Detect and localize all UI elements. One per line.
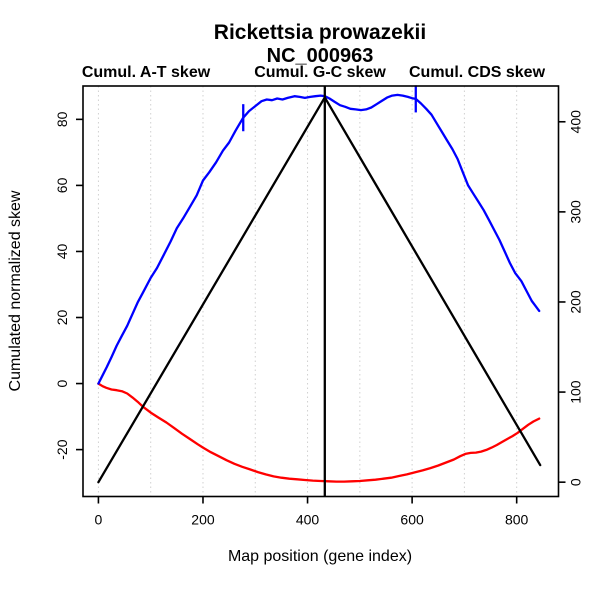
x-tick-label: 600 — [400, 512, 424, 528]
cumul-cds-skew-line — [97, 96, 542, 484]
chart-title: Rickettsia prowazekii — [214, 21, 426, 44]
y-right-tick-label: 300 — [568, 200, 584, 224]
y-left-tick-label: 0 — [54, 379, 70, 387]
plot-border — [82, 85, 560, 498]
y-right-tick-label: 400 — [568, 110, 584, 134]
y-right-tick-label: 200 — [568, 290, 584, 314]
x-tick-label: 400 — [296, 512, 320, 528]
y-left-tick-label: 20 — [54, 310, 70, 326]
legend-gc-skew: Cumul. G-C skew — [254, 64, 386, 81]
y-left-tick-label: -20 — [54, 439, 70, 459]
y-left-tick-label: 40 — [54, 243, 70, 259]
y-axis-title: Cumulated normalized skew — [7, 190, 24, 391]
cumul-a-t-skew-line — [97, 382, 541, 483]
x-axis-title: Map position (gene index) — [228, 548, 412, 565]
cumul-g-c-skew-line — [97, 93, 541, 385]
legend-cds-skew: Cumul. CDS skew — [409, 64, 546, 81]
y-right-tick-label: 100 — [568, 380, 584, 404]
x-tick-label: 200 — [191, 512, 215, 528]
x-tick-label: 800 — [505, 512, 529, 528]
y-left-tick-label: 80 — [54, 111, 70, 127]
y-left-tick-label: 60 — [54, 177, 70, 193]
x-tick-label: 0 — [95, 512, 103, 528]
legend-at-skew: Cumul. A-T skew — [82, 64, 211, 81]
y-right-tick-label: 0 — [568, 478, 584, 486]
chart-subtitle: NC_000963 — [267, 45, 374, 67]
